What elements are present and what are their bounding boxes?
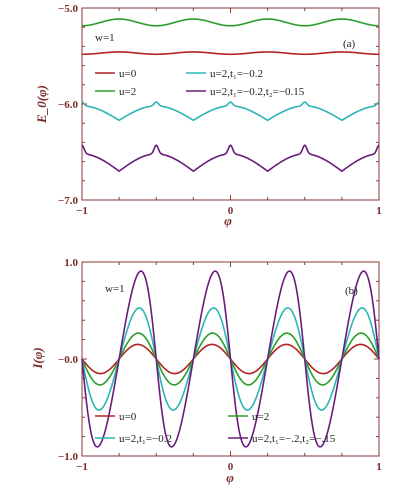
energy-plot-frame xyxy=(81,7,380,201)
x-tick-label: 0 xyxy=(228,461,234,473)
current-panel-label: (b) xyxy=(345,285,358,297)
energy-panel: −7.0 −6.0 −5.0 −1 0 1 w=1 (a) u=0 u=2 u=2,t₁=−0… xyxy=(34,3,382,228)
series-line xyxy=(82,51,379,56)
legend-label: u=2,t₁=−0.2,t₂=−0.15 xyxy=(210,86,305,98)
energy-axis-ticks: −7.0 −6.0 −5.0 −1 0 1 xyxy=(58,3,382,217)
y-tick-label: −6.0 xyxy=(58,99,79,111)
current-axis-ticks: −1.0 −0.0 1.0 −1 0 1 xyxy=(58,257,382,473)
y-tick-label: −7.0 xyxy=(58,195,79,207)
energy-legend: u=0 u=2 u=2,t₁=−0.2 u=2,t₁=−0.2,t₂=−0.15 xyxy=(95,68,305,98)
energy-annotation: w=1 xyxy=(95,32,115,44)
legend-label: u=2,t₁=−0.2 xyxy=(210,68,263,80)
x-tick-label: 1 xyxy=(376,205,382,217)
x-tick-label: −1 xyxy=(76,205,88,217)
legend-label: u=2 xyxy=(119,86,136,98)
current-series-lines xyxy=(81,270,380,448)
series-line xyxy=(81,270,380,448)
series-line xyxy=(81,101,380,122)
energy-y-axis-label-text: E_0(φ) xyxy=(34,85,49,124)
y-tick-label: 1.0 xyxy=(64,257,78,269)
current-annotation: w=1 xyxy=(105,283,125,295)
current-y-axis-label-text: I(φ) xyxy=(30,347,45,369)
current-x-axis-label: φ xyxy=(226,470,234,485)
legend-label: u=2,t₁=−0.2 xyxy=(119,433,172,445)
current-panel: −1.0 −0.0 1.0 −1 0 1 w=1 (b) u=0 u=2 u=2,t₁=−0.… xyxy=(30,257,382,485)
energy-x-axis-label: φ xyxy=(224,213,232,228)
current-y-axis-label: I(φ) xyxy=(30,347,45,369)
current-legend: u=0 u=2 u=2,t₁=−0.2 u=2,t₁=−.2,t₂=−.15 xyxy=(95,411,336,445)
y-tick-label: −0.0 xyxy=(58,354,79,366)
series-line xyxy=(81,144,380,173)
x-tick-label: −1 xyxy=(76,461,88,473)
energy-y-axis-label: E_0(φ) xyxy=(34,85,49,124)
x-tick-label: 1 xyxy=(376,461,382,473)
energy-series-lines xyxy=(81,18,380,173)
legend-label: u=0 xyxy=(119,68,137,80)
x-tick-label: 0 xyxy=(228,205,234,217)
y-tick-label: −1.0 xyxy=(58,451,79,463)
series-line xyxy=(81,18,380,27)
legend-label: u=0 xyxy=(119,411,137,423)
energy-panel-label: (a) xyxy=(343,38,356,50)
legend-label: u=2,t₁=−.2,t₂=−.15 xyxy=(252,433,336,445)
legend-label: u=2 xyxy=(252,411,269,423)
y-tick-label: −5.0 xyxy=(58,3,79,15)
